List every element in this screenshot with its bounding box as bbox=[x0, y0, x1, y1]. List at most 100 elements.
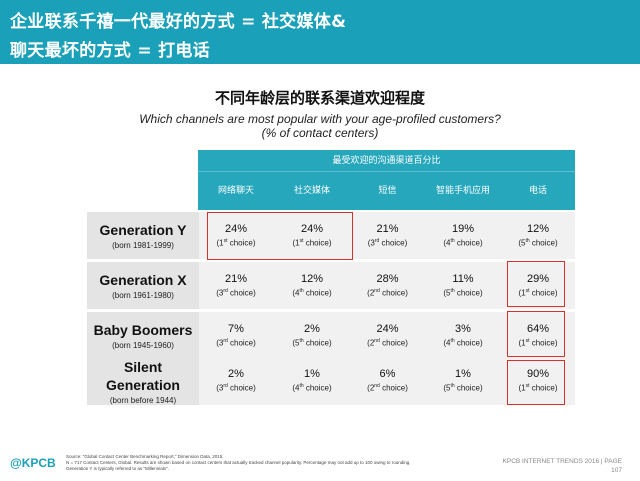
page-footer: KPCB INTERNET TRENDS 2016 | PAGE 107 bbox=[503, 457, 622, 475]
table-cell: 7% (3rd choice) bbox=[198, 312, 274, 359]
cell-choice-rank: (5th choice) bbox=[443, 383, 483, 393]
table-cell: 21% (3rd choice) bbox=[350, 212, 425, 259]
table-cell: 12% (4th choice) bbox=[274, 262, 350, 309]
table-cell: 24% (2nd choice) bbox=[350, 312, 425, 359]
kpcb-logo: @KPCB bbox=[10, 456, 56, 470]
header-line-1: 企业联系千禧一代最好的方式 = 社交媒体& bbox=[10, 12, 347, 32]
cell-choice-rank: (3rd choice) bbox=[367, 237, 408, 248]
cell-percentage: 6% bbox=[379, 368, 396, 381]
cell-percentage: 1% bbox=[304, 368, 320, 381]
table-cell: 2% (3rd choice) bbox=[198, 357, 274, 405]
table-cell: 1% (4th choice) bbox=[274, 357, 350, 405]
table-cell: 90% (1st choice) bbox=[501, 357, 575, 405]
slide-header: 企业联系千禧一代最好的方式 = 社交媒体& 聊天最坏的方式 = 打电话 bbox=[0, 0, 640, 64]
table-row: Generation X (born 1961-1980) bbox=[87, 262, 575, 309]
source-line-3: Generation Y is typically referred to as… bbox=[66, 466, 169, 471]
cell-choice-rank: (3rd choice) bbox=[216, 337, 256, 348]
cell-percentage: 29% bbox=[526, 272, 550, 285]
cell-choice-rank: (1st choice) bbox=[518, 337, 558, 348]
cell-percentage: 90% bbox=[526, 368, 550, 381]
column-header-sms: 短信 bbox=[378, 186, 397, 196]
generation-name: Generation X bbox=[99, 272, 187, 288]
row-label: Baby Boomers (born 1945-1960) bbox=[87, 312, 199, 359]
cell-percentage: 24% bbox=[300, 222, 324, 235]
column-header-social-media: 社交媒体 bbox=[293, 186, 330, 196]
cell-percentage: 7% bbox=[228, 322, 244, 335]
cell-percentage: 64% bbox=[526, 322, 550, 335]
cell-choice-rank: (2nd choice) bbox=[367, 337, 408, 348]
page-number: 107 bbox=[611, 467, 622, 474]
column-header-phone: 电话 bbox=[528, 186, 547, 196]
cell-percentage: 1% bbox=[455, 368, 471, 381]
source-line-2: N = 717 Contact Centers, Global. Results… bbox=[66, 460, 411, 465]
cell-choice-rank: (4th choice) bbox=[443, 237, 483, 248]
table-subtitle-unit: (% of contact centers) bbox=[261, 126, 379, 140]
table-row: Baby Boomers (born 1945-1960) bbox=[87, 312, 575, 359]
table-cell: 24% (1st choice) bbox=[274, 212, 350, 259]
cell-choice-rank: (2nd choice) bbox=[367, 383, 408, 393]
table-cell: 64% (1st choice) bbox=[501, 312, 575, 359]
highlight-box-gen-x-phone bbox=[507, 261, 565, 307]
table-cell: 2% (5th choice) bbox=[274, 312, 350, 359]
column-header-web-chat: 网络聊天 bbox=[217, 186, 254, 196]
cell-percentage: 19% bbox=[451, 222, 475, 235]
generation-name: Generation Y bbox=[99, 222, 187, 238]
table-title: 不同年龄层的联系渠道欢迎程度 bbox=[214, 89, 425, 107]
cell-percentage: 12% bbox=[300, 272, 324, 285]
cell-percentage: 12% bbox=[526, 222, 550, 235]
table-cell: 6% (2nd choice) bbox=[350, 357, 425, 405]
row-label: Silent Generation (born before 1944) bbox=[87, 357, 199, 405]
table-row: Generation Y (born 1981-1999) bbox=[87, 212, 575, 259]
cell-choice-rank: (1st choice) bbox=[292, 237, 332, 248]
highlight-box-boomers-phone bbox=[507, 311, 565, 357]
table-cell: 3% (4th choice) bbox=[425, 312, 501, 359]
cell-percentage: 28% bbox=[376, 272, 399, 285]
cell-choice-rank: (5th choice) bbox=[518, 237, 558, 248]
generation-name: Baby Boomers bbox=[93, 322, 193, 338]
birth-range: (born 1945-1960) bbox=[112, 341, 174, 350]
cell-percentage: 2% bbox=[304, 322, 320, 335]
footer-label: KPCB INTERNET TRENDS 2016 | PAGE bbox=[502, 458, 622, 465]
cell-choice-rank: (1st choice) bbox=[216, 237, 256, 248]
table-header: 最受欢迎的沟通渠道百分比 网络聊天 社交媒体 短信 智能手机应用 电话 bbox=[198, 150, 575, 210]
birth-range: (born 1961-1980) bbox=[112, 291, 174, 300]
table-cell: 11% (5th choice) bbox=[425, 262, 501, 309]
cell-percentage: 21% bbox=[224, 272, 248, 285]
cell-choice-rank: (5th choice) bbox=[292, 337, 332, 348]
table-cell: 28% (2nd choice) bbox=[350, 262, 425, 309]
birth-range: (born before 1944) bbox=[109, 395, 177, 405]
birth-range: (born 1981-1999) bbox=[112, 241, 174, 250]
cell-choice-rank: (3rd choice) bbox=[216, 383, 256, 393]
table-subtitle: Which channels are most popular with you… bbox=[139, 112, 501, 126]
cell-choice-rank: (4th choice) bbox=[292, 287, 332, 298]
header-line-2: 聊天最坏的方式 = 打电话 bbox=[10, 41, 210, 61]
cell-choice-rank: (4th choice) bbox=[443, 337, 483, 348]
cell-choice-rank: (1st choice) bbox=[518, 287, 558, 298]
table-cell: 24% (1st choice) bbox=[198, 212, 274, 259]
table-cell: 21% (3rd choice) bbox=[198, 262, 274, 309]
source-line-1: Source: "Global Contact Center Benchmark… bbox=[66, 454, 224, 459]
highlight-box-silent-phone bbox=[507, 360, 565, 405]
column-header-smartphone-app: 智能手机应用 bbox=[435, 186, 490, 196]
table-cell: 1% (5th choice) bbox=[425, 357, 501, 405]
generation-name: Silent Generation bbox=[106, 358, 180, 393]
cell-choice-rank: (1st choice) bbox=[518, 383, 558, 393]
table-cell: 12% (5th choice) bbox=[501, 212, 575, 259]
cell-choice-rank: (3rd choice) bbox=[216, 287, 256, 298]
cell-percentage: 21% bbox=[376, 222, 399, 235]
highlight-box-gen-y-top-channels bbox=[207, 212, 353, 260]
cell-percentage: 2% bbox=[228, 368, 244, 381]
cell-choice-rank: (5th choice) bbox=[443, 287, 483, 298]
table-cell: 29% (1st choice) bbox=[501, 262, 575, 309]
source-footnote: Source: "Global Contact Center Benchmark… bbox=[66, 454, 426, 472]
cell-percentage: 11% bbox=[452, 272, 474, 285]
row-label: Generation Y (born 1981-1999) bbox=[87, 212, 199, 259]
cell-percentage: 24% bbox=[224, 222, 248, 235]
cell-choice-rank: (2nd choice) bbox=[367, 287, 408, 298]
table-cell: 19% (4th choice) bbox=[425, 212, 501, 259]
cell-percentage: 3% bbox=[455, 322, 471, 335]
table-group-header: 最受欢迎的沟通渠道百分比 bbox=[198, 150, 575, 172]
cell-choice-rank: (4th choice) bbox=[292, 383, 332, 393]
row-label: Generation X (born 1961-1980) bbox=[87, 262, 199, 309]
cell-percentage: 24% bbox=[376, 322, 399, 335]
